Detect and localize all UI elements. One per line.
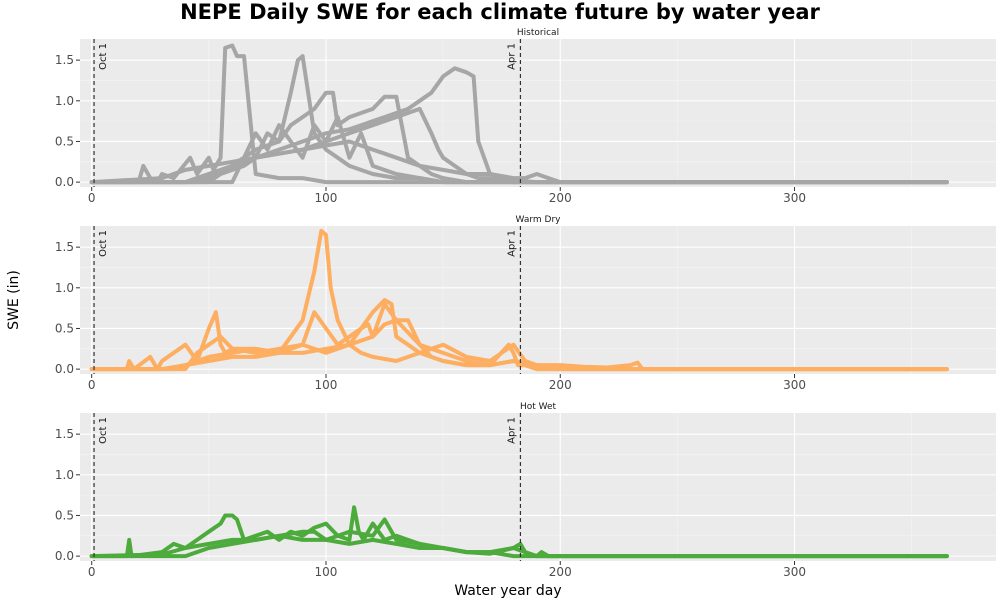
x-tick-label: 100 (315, 565, 338, 579)
y-tick-label: 1.0 (55, 94, 74, 108)
x-tick-label: 300 (783, 565, 806, 579)
x-tick-label: 100 (315, 378, 338, 392)
x-axis-label: Water year day (454, 583, 562, 599)
reference-line-label: Oct 1 (98, 43, 109, 70)
y-tick-label: 1.0 (55, 281, 74, 295)
x-tick-label: 300 (783, 191, 806, 205)
y-tick-label: 0.5 (55, 508, 74, 522)
facet-panel-2: Hot Wet 0.0 0.5 1.0 1.5 0 100 200 300 Oct 1 Apr 1 (55, 402, 996, 579)
x-tick-label: 300 (783, 378, 806, 392)
x-tick-label: 0 (88, 565, 96, 579)
y-tick-label: 1.5 (55, 240, 74, 254)
series-line-3 (89, 302, 949, 372)
y-tick-label: 1.5 (55, 53, 74, 67)
x-tick-label: 200 (549, 565, 572, 579)
facet-panel-0: Historical 0.0 0.5 1.0 1.5 0 100 200 300 Oct 1 Apr… (55, 28, 996, 205)
y-tick-label: 0.5 (55, 321, 74, 335)
y-tick-label: 0.0 (55, 175, 74, 189)
reference-line-label: Oct 1 (98, 230, 109, 257)
x-tick-label: 100 (315, 191, 338, 205)
facet-label: Historical (517, 28, 559, 38)
series-line-2 (89, 318, 949, 372)
reference-line-label: Apr 1 (506, 230, 517, 257)
facet-label: Warm Dry (516, 215, 562, 225)
y-tick-label: 0.0 (55, 549, 74, 563)
facet-label: Hot Wet (520, 402, 557, 412)
reference-line-label: Apr 1 (506, 417, 517, 444)
reference-line-label: Apr 1 (506, 43, 517, 70)
y-tick-label: 0.5 (55, 134, 74, 148)
panel-background (80, 226, 996, 374)
x-tick-label: 0 (88, 378, 96, 392)
series-line-6 (89, 115, 949, 185)
y-tick-label: 1.5 (55, 427, 74, 441)
chart-title: NEPE Daily SWE for each climate future b… (180, 0, 820, 24)
x-tick-label: 200 (549, 378, 572, 392)
facet-panel-1: Warm Dry 0.0 0.5 1.0 1.5 0 100 200 300 Oct 1 Apr 1 (55, 215, 996, 392)
series-line-2 (89, 517, 949, 559)
series-line-1 (89, 533, 949, 559)
x-tick-label: 0 (88, 191, 96, 205)
series-line-5 (89, 139, 949, 185)
y-tick-label: 1.0 (55, 468, 74, 482)
x-tick-label: 200 (549, 191, 572, 205)
reference-line-label: Oct 1 (98, 417, 109, 444)
panel-background (80, 413, 996, 561)
y-tick-label: 0.0 (55, 362, 74, 376)
